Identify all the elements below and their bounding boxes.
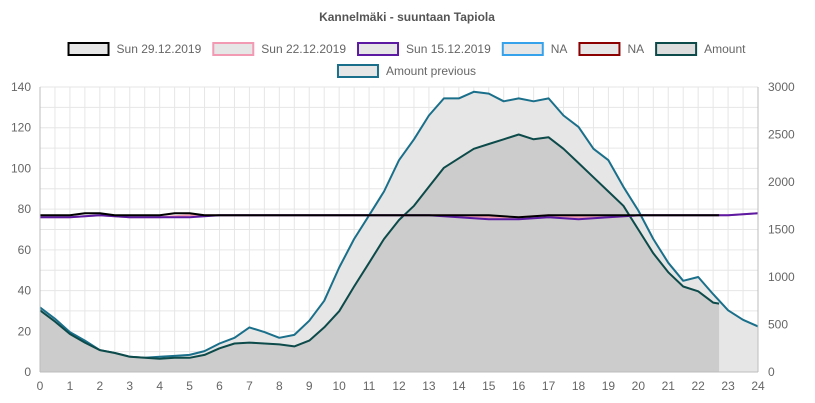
x-tick-label: 10 [332,379,346,393]
series-amount-area [40,134,720,372]
x-tick-label: 18 [572,379,586,393]
x-tick-label: 7 [246,379,253,393]
x-tick-label: 2 [96,379,103,393]
x-tick-label: 16 [512,379,526,393]
x-tick-label: 5 [186,379,193,393]
x-tick-label: 8 [276,379,283,393]
axes: 0 1 2 3 4 5 6 7 8 9 10 11 12 13 14 15 16 17 18 19 20 21 22 23 24… [11,80,795,393]
y-left-tick-label: 120 [11,121,31,135]
x-tick-label: 14 [452,379,466,393]
y-right-tick-label: 1500 [768,223,795,237]
chart-title: Kannelmäki - suuntaan Tapiola [319,10,495,24]
legend-label[interactable]: Amount [704,42,746,56]
plot-area [39,90,759,373]
legend-swatch[interactable] [212,42,255,56]
x-tick-label: 1 [67,379,74,393]
legend-label[interactable]: Sun 29.12.2019 [117,42,202,56]
x-tick-label: 22 [691,379,705,393]
y-right-tick-label: 0 [768,365,775,379]
x-tick-label: 19 [602,379,616,393]
x-tick-label: 23 [721,379,735,393]
legend-swatch[interactable] [67,42,110,56]
legend-swatch[interactable] [501,42,544,56]
x-tick-label: 0 [37,379,44,393]
y-left-tick-label: 40 [18,284,32,298]
y-left-tick-label: 140 [11,80,31,94]
legend-swatch[interactable] [655,42,698,56]
x-tick-label: 9 [306,379,313,393]
legend-swatch[interactable] [578,42,621,56]
x-tick-label: 20 [632,379,646,393]
x-tick-label: 6 [216,379,223,393]
legend-label[interactable]: Amount previous [386,64,476,78]
legend-label[interactable]: NA [551,42,568,56]
y-left-tick-label: 100 [11,161,31,175]
series-amount-line [39,133,720,360]
legend-label[interactable]: Sun 22.12.2019 [261,42,346,56]
legend: Sun 29.12.2019 Sun 22.12.2019 Sun 15.12.20… [67,42,746,78]
y-right-tick-label: 2000 [768,175,795,189]
x-tick-label: 11 [363,379,376,393]
y-left-tick-label: 20 [18,324,32,338]
x-tick-label: 24 [751,379,765,393]
legend-label[interactable]: Sun 15.12.2019 [406,42,491,56]
series-amount-previous-line [39,90,759,359]
y-right-tick-label: 1000 [768,270,795,284]
legend-swatch[interactable] [336,64,379,78]
x-tick-label: 17 [542,379,556,393]
x-tick-label: 13 [422,379,436,393]
y-left-tick-label: 80 [18,202,32,216]
y-right-tick-label: 500 [768,318,788,332]
y-right-tick-label: 2500 [768,128,795,142]
x-tick-label: 4 [156,379,163,393]
legend-swatch[interactable] [357,42,400,56]
x-tick-label: 15 [482,379,496,393]
x-tick-label: 12 [392,379,406,393]
legend-label[interactable]: NA [627,42,644,56]
y-left-tick-label: 0 [24,365,31,379]
x-tick-label: 21 [662,379,676,393]
y-left-tick-label: 60 [18,243,32,257]
y-right-tick-label: 3000 [768,80,795,94]
series-sun-29-12-2019-line [40,212,720,219]
x-tick-label: 3 [126,379,133,393]
